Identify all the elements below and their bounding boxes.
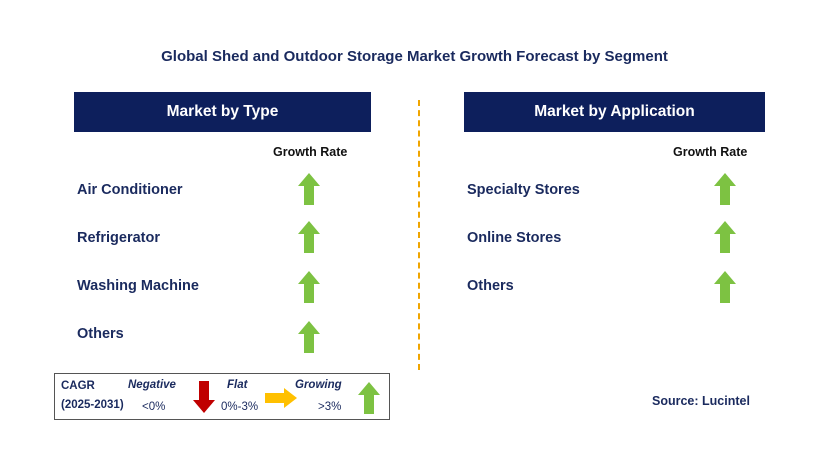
growing-arrow-icon <box>297 220 321 254</box>
legend-flat-range: 0%-3% <box>221 401 259 413</box>
negative-arrow-icon <box>193 381 215 413</box>
legend-negative-range: <0% <box>142 401 166 413</box>
type-row-label: Washing Machine <box>77 278 199 294</box>
application-row-label: Online Stores <box>467 230 562 246</box>
growing-arrow-icon <box>713 220 737 254</box>
legend-negative-label: Negative <box>128 379 176 391</box>
legend-flat-label: Flat <box>227 379 248 391</box>
chart-title: Global Shed and Outdoor Storage Market G… <box>161 48 668 65</box>
application-row-label: Others <box>467 278 514 294</box>
growing-arrow-icon <box>297 270 321 304</box>
legend-growing-label: Growing <box>295 379 342 391</box>
legend-cagr-label: CAGR <box>61 380 95 392</box>
type-row-label: Air Conditioner <box>77 182 183 198</box>
growing-arrow-icon <box>713 270 737 304</box>
type-row-label: Refrigerator <box>77 230 160 246</box>
type-row-label: Others <box>77 326 124 342</box>
legend-growing-range: >3% <box>318 401 342 413</box>
flat-arrow-icon <box>265 388 297 408</box>
source-label: Source: Lucintel <box>652 394 750 408</box>
legend-period: (2025-2031) <box>61 399 124 411</box>
type-panel-header: Market by Type <box>74 92 371 132</box>
growing-arrow-icon <box>297 320 321 354</box>
panel-divider <box>418 100 420 370</box>
growing-arrow-icon <box>297 172 321 206</box>
growing-arrow-icon <box>713 172 737 206</box>
type-growth-rate-header: Growth Rate <box>273 145 348 159</box>
application-growth-rate-header: Growth Rate <box>673 145 748 159</box>
application-row-label: Specialty Stores <box>467 182 580 198</box>
application-panel-header: Market by Application <box>464 92 765 132</box>
cagr-legend: CAGR (2025-2031) Negative <0% Flat 0%-3%… <box>54 373 390 420</box>
growing-arrow-icon <box>357 381 381 415</box>
